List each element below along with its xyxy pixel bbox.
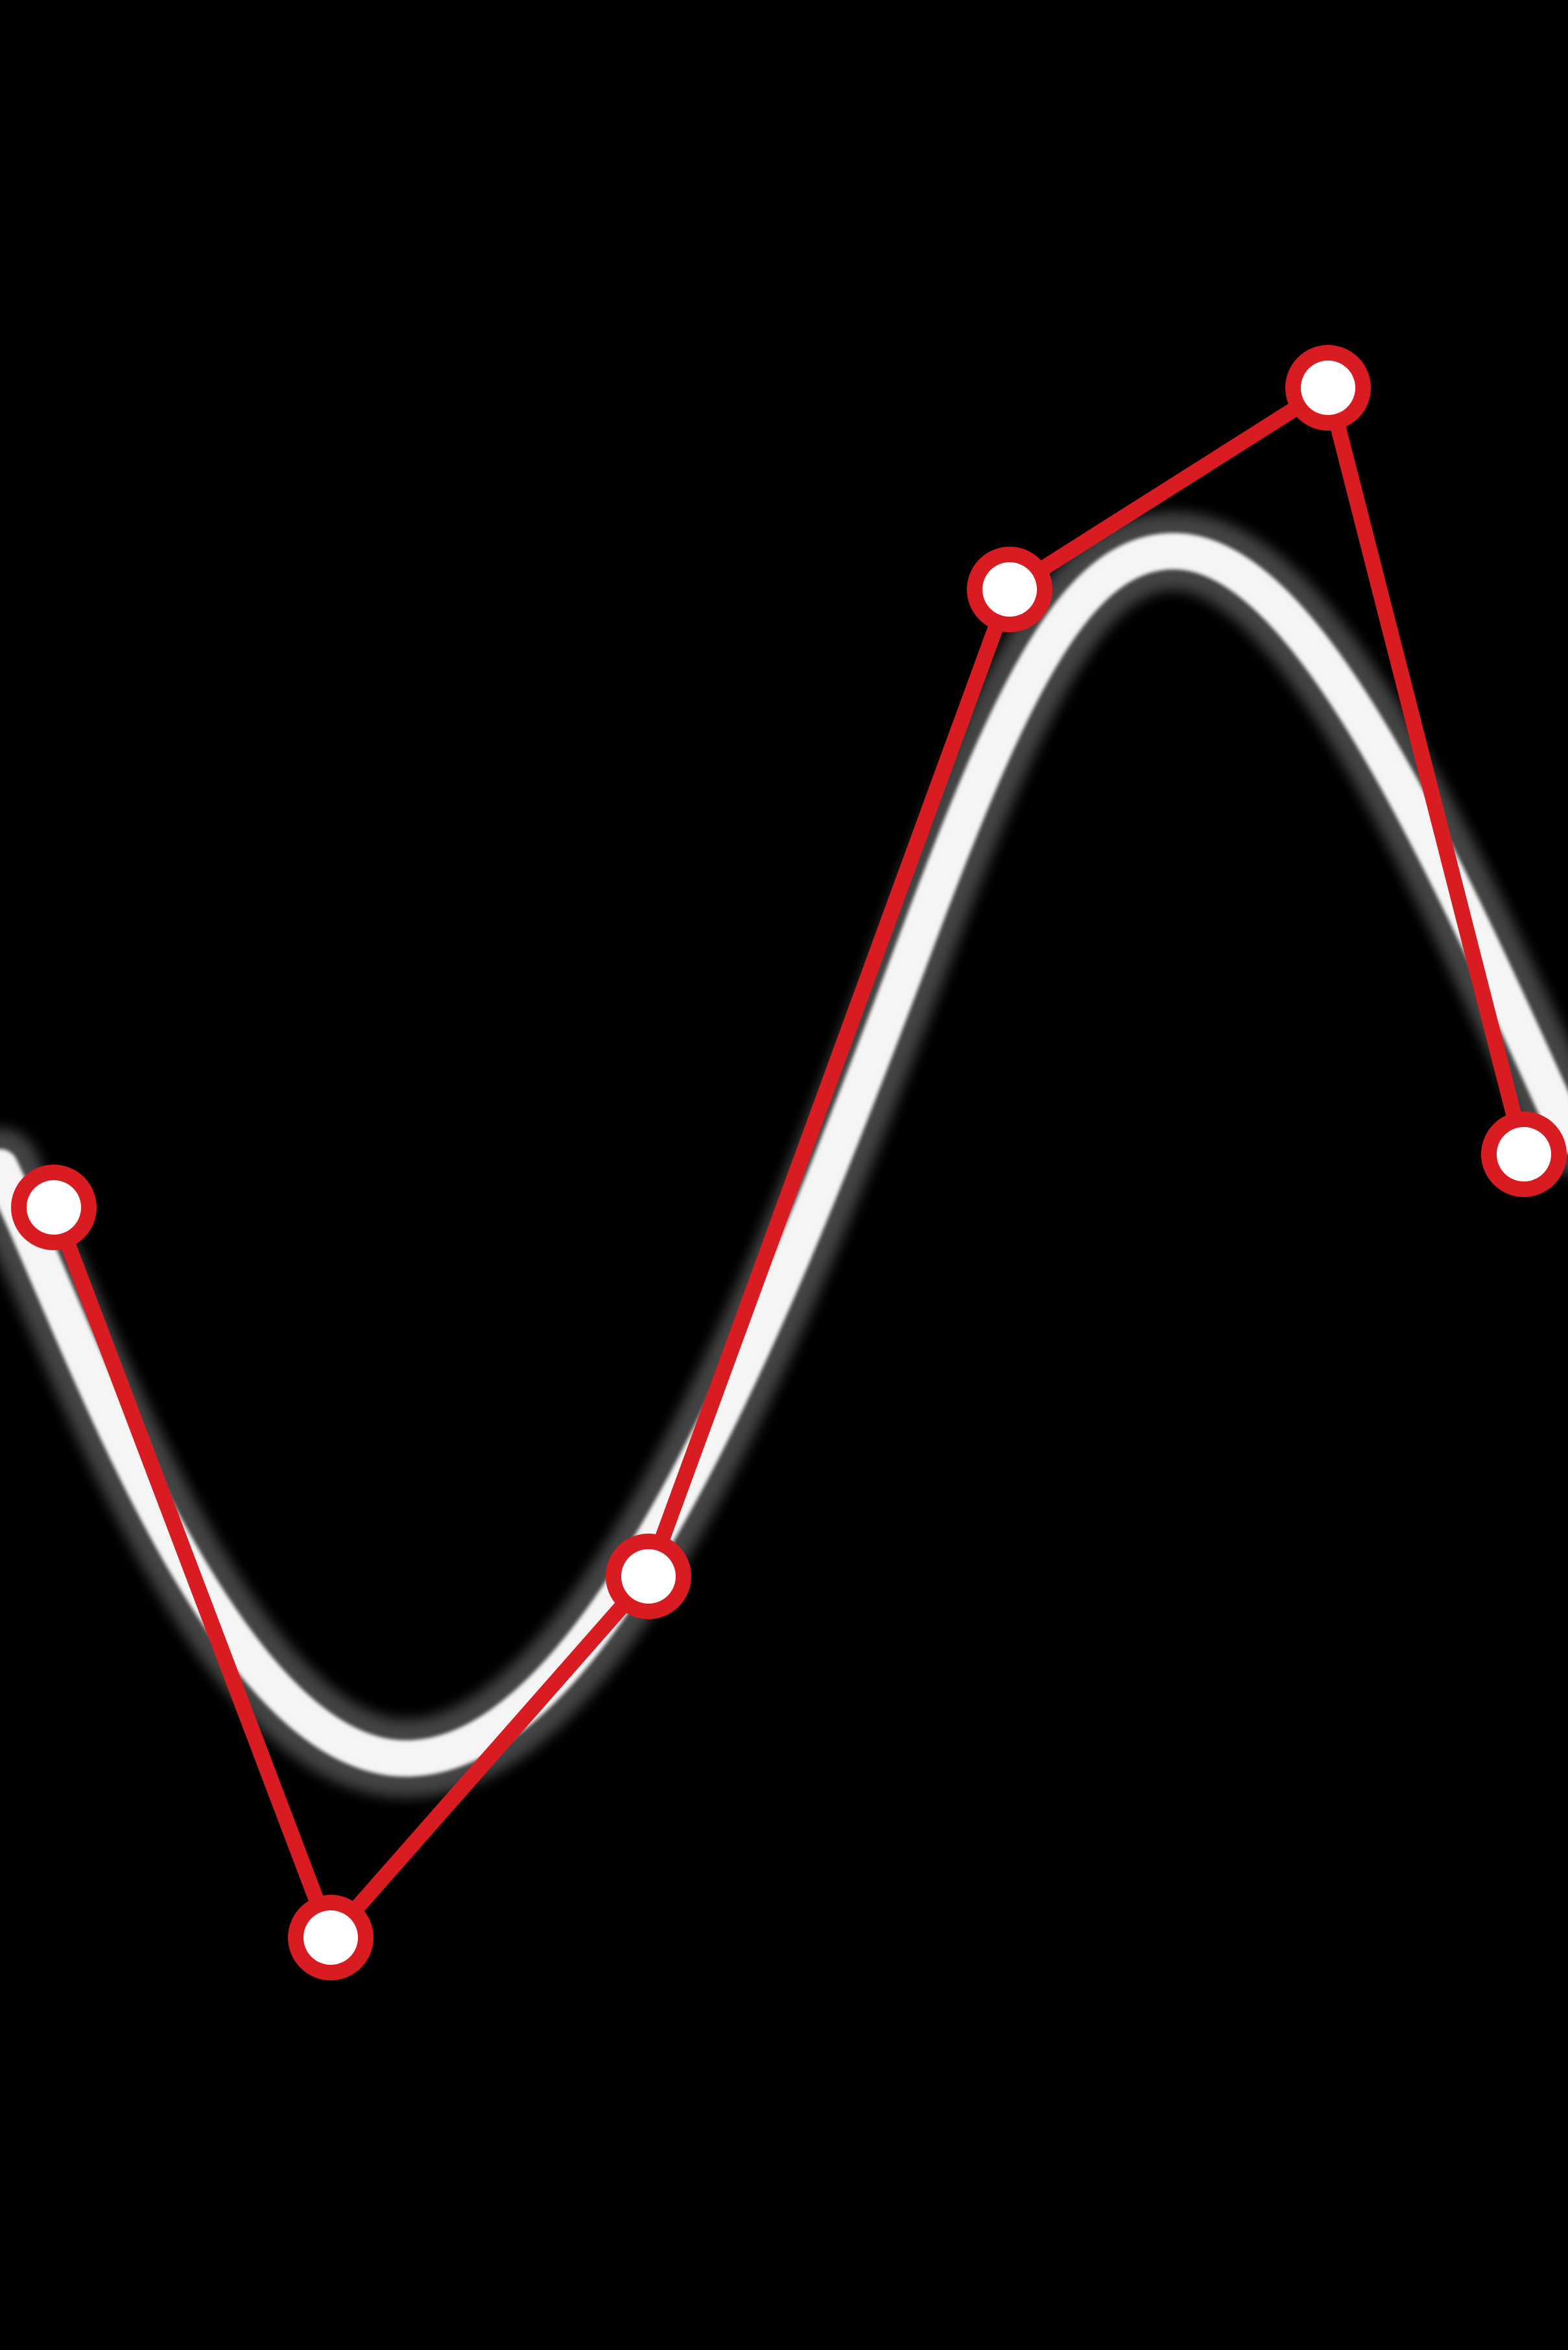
control-point-4[interactable] xyxy=(967,547,1052,632)
control-point-1[interactable] xyxy=(11,1165,97,1250)
smooth-curve-core xyxy=(0,532,1568,1777)
control-polygon xyxy=(11,345,1567,1980)
control-point-2[interactable] xyxy=(288,1895,374,1980)
smooth-curve xyxy=(0,512,1568,1798)
control-point-3[interactable] xyxy=(606,1534,691,1619)
control-point-5[interactable] xyxy=(1285,345,1371,431)
control-point-6[interactable] xyxy=(1481,1111,1567,1197)
control-polygon-line xyxy=(46,380,1532,1945)
